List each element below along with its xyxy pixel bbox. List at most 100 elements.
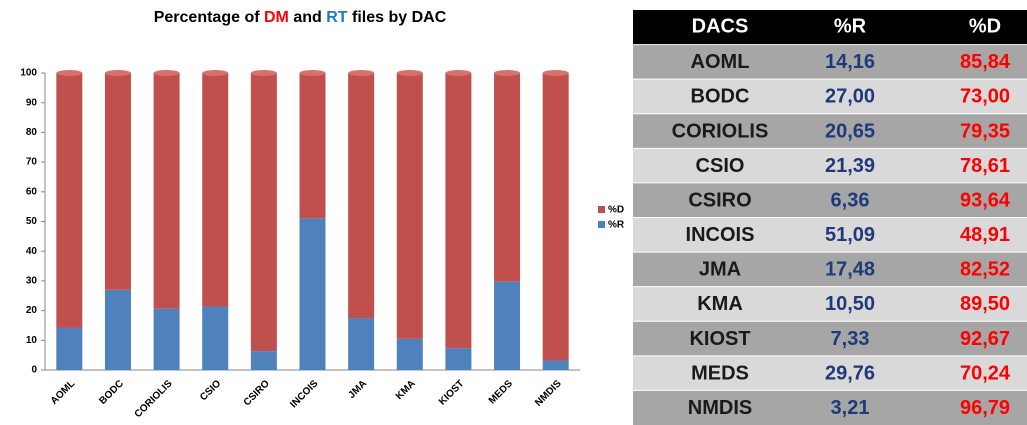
table-cell: 70,24 [960,362,1011,384]
x-tick-label: AOML [49,378,78,407]
table-cell: KMA [697,293,743,315]
x-tick-label: KIOST [437,378,466,407]
table-cell: 7,33 [831,328,870,350]
table-cell: NMDIS [688,397,752,419]
table-header-bg [633,10,1027,45]
x-tick-label: CORIOLIS [133,378,175,420]
title-part: Percentage of [154,9,264,26]
table-cell: 14,16 [825,51,875,73]
bar-segment [396,73,423,339]
table-cell: 93,64 [960,189,1011,211]
bar-cap [348,70,375,76]
bar-cap [396,70,423,76]
bar-segment [542,73,569,361]
y-tick-label: 90 [26,97,38,108]
table-cell: 21,39 [825,155,875,177]
table-cell: CSIRO [688,189,751,211]
y-tick-label: 0 [31,365,37,376]
x-tick-label: MEDS [487,378,515,406]
x-tick-label: INCOIS [288,378,320,410]
table-row-bg [633,217,1027,253]
table-cell: 89,50 [960,293,1010,315]
title-part: RT [326,9,348,26]
bar-segment [104,73,131,290]
table-header: %R [834,16,867,38]
chart-title: Percentage of DM and RT files by DAC [154,9,447,26]
bar-segment [104,289,131,370]
legend-swatch [598,221,605,228]
table-cell: CORIOLIS [672,120,769,142]
table-row-bg [633,321,1027,356]
table-cell: INCOIS [686,224,755,246]
bar-segment [445,348,472,370]
table-cell: 3,21 [831,397,870,419]
title-part: and [289,9,326,26]
x-tick-label: CSIO [198,378,223,403]
bar-segment [494,281,521,370]
bar-segment [348,318,375,370]
bar-cap [153,70,180,76]
table-cell: 78,61 [960,155,1010,177]
table-cell: 85,84 [960,51,1011,73]
legend-label: %R [608,220,625,231]
table-cell: 96,79 [960,397,1010,419]
table-row-bg [633,113,1027,149]
bar-segment [299,218,326,370]
table-cell: 51,09 [825,224,875,246]
table-cell: BODC [691,86,750,108]
x-tick-label: NMDIS [533,378,564,409]
table-row-bg [633,355,1027,391]
bar-cap [445,70,472,76]
table-cell: 20,65 [825,120,875,142]
table-cell: KIOST [689,328,750,350]
table-row-bg [633,390,1027,425]
table-cell: MEDS [691,362,749,384]
bar-segment [445,73,472,349]
y-tick-label: 10 [26,335,38,346]
bar-segment [348,73,375,319]
table-cell: JMA [699,259,741,281]
table-row-bg [633,44,1027,80]
bar-segment [153,73,180,309]
y-tick-label: 20 [26,305,38,316]
y-tick-label: 40 [26,246,38,257]
table-cell: AOML [691,51,750,73]
table-cell: 6,36 [831,189,870,211]
table-row-bg [633,182,1027,218]
bar-segment [250,73,277,352]
table-cell: 79,35 [960,120,1010,142]
bar-segment [56,73,83,328]
table-header: DACS [692,16,749,38]
bar-segment [202,306,229,370]
table-cell: 27,00 [825,86,875,108]
y-tick-label: 80 [26,127,38,138]
bar-segment [56,327,83,370]
table-row-bg [633,252,1027,287]
title-part: DM [264,9,289,26]
x-tick-label: BODC [97,378,126,407]
y-tick-label: 50 [26,216,38,227]
bar-segment [396,338,423,370]
table-cell: 48,91 [960,224,1010,246]
bar-segment [542,360,569,370]
x-tick-label: CSIRO [242,378,272,408]
table-row-bg [633,79,1027,114]
bar-segment [153,308,180,370]
bar-cap [299,70,326,76]
table-row-bg [633,148,1027,183]
bar-cap [202,70,229,76]
x-tick-label: JMA [346,378,369,401]
table-cell: 92,67 [960,328,1010,350]
table-cell: 82,52 [960,259,1010,281]
x-tick-label: KMA [394,378,418,402]
y-tick-label: 70 [26,157,38,168]
bar-cap [542,70,569,76]
bar-segment [494,73,521,282]
table-row-bg [633,286,1027,322]
table-cell: 17,48 [825,259,875,281]
legend-swatch [598,206,605,213]
bar-segment [202,73,229,307]
bar-cap [56,70,83,76]
bar-segment [250,351,277,370]
